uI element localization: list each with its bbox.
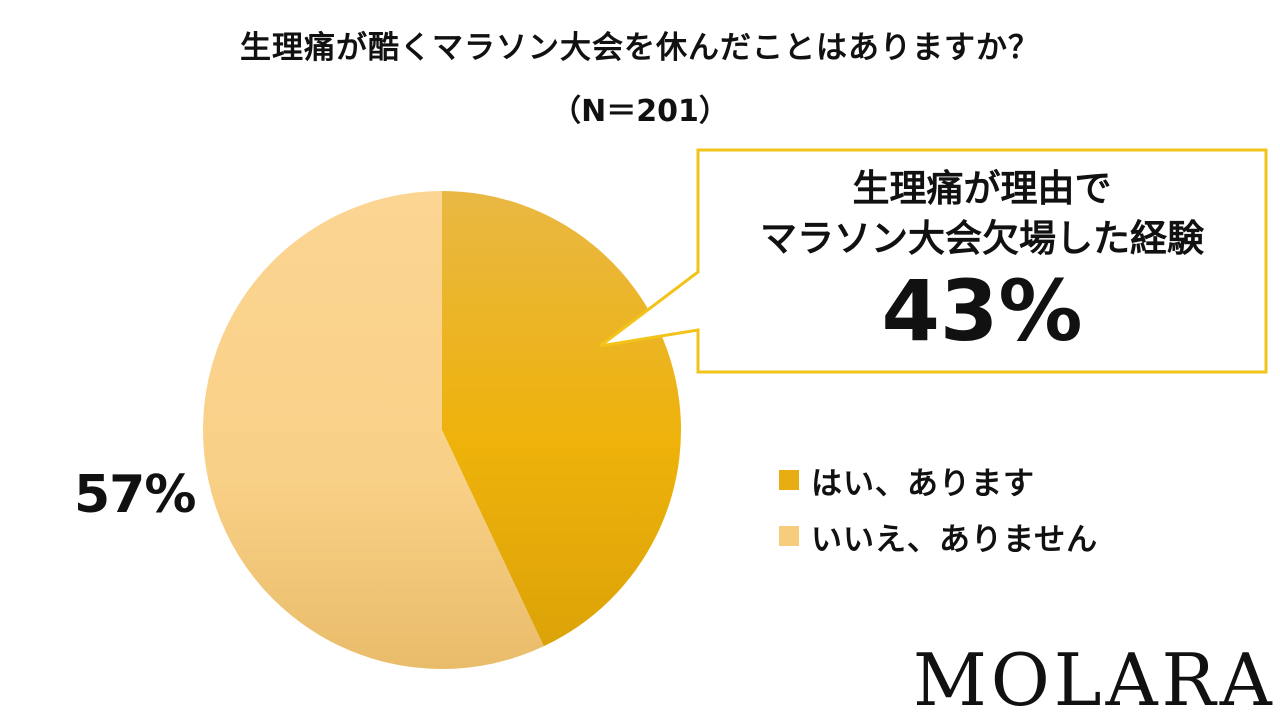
pie-slice-yes <box>442 191 682 647</box>
callout-line1: 生理痛が理由で <box>852 167 1112 210</box>
pie-slice-no <box>202 191 544 669</box>
molara-logo: MOLARA <box>913 638 1276 722</box>
callout-box: 生理痛が理由で マラソン大会欠場した経験 43% <box>698 150 1266 372</box>
legend: はい、あります いいえ、ありません <box>779 452 1098 564</box>
legend-label-yes: はい、あります <box>811 465 1035 502</box>
legend-item-yes: はい、あります <box>779 452 1098 508</box>
callout-bubble <box>599 148 1268 374</box>
chart-title: 生理痛が酷くマラソン大会を休んだことはありますか？ <box>240 30 1040 66</box>
chart-subtitle: （N＝201） <box>551 94 729 129</box>
legend-swatch-yes <box>779 470 799 490</box>
callout-value: 43% <box>881 262 1083 360</box>
legend-swatch-no <box>779 526 799 546</box>
legend-label-no: いいえ、ありません <box>811 521 1099 558</box>
data-label-no: 57% <box>74 465 196 525</box>
callout-line2: マラソン大会欠場した経験 <box>760 217 1204 260</box>
legend-item-no: いいえ、ありません <box>779 508 1098 564</box>
